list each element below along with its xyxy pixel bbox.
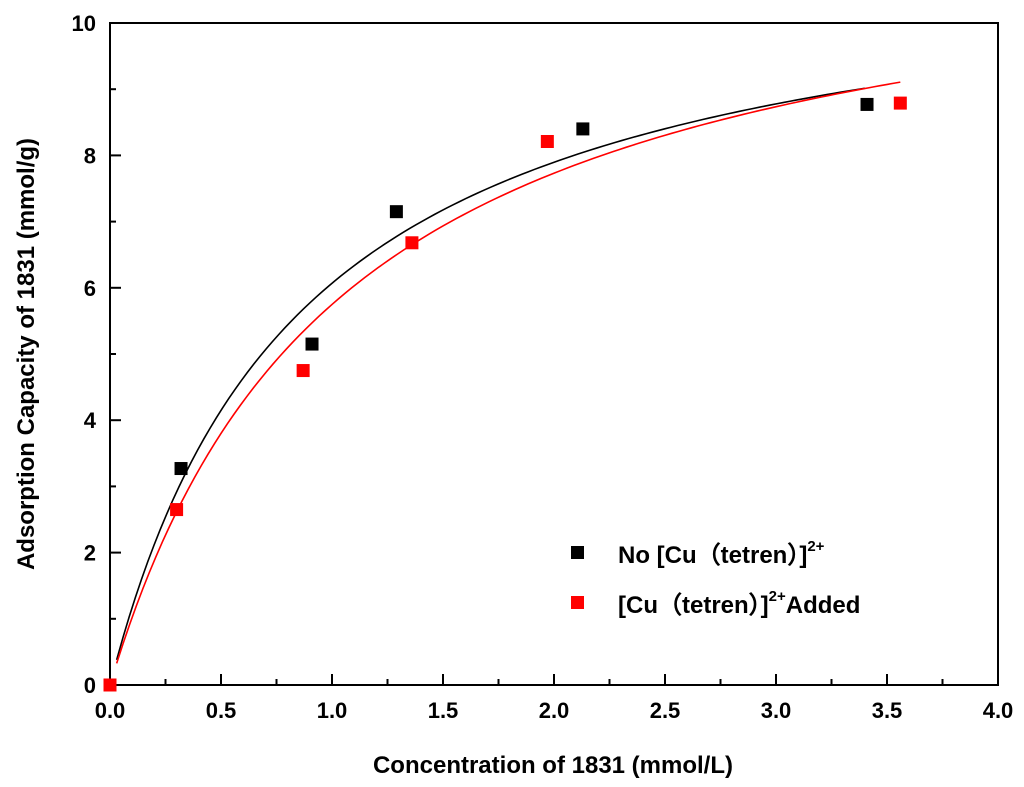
data-point-complex_added bbox=[540, 134, 554, 148]
data-points bbox=[103, 96, 907, 692]
x-tick-label: 0.5 bbox=[206, 698, 237, 723]
x-tick-label: 1.0 bbox=[317, 698, 348, 723]
x-tick-label: 1.5 bbox=[428, 698, 459, 723]
data-point-no_complex bbox=[389, 205, 403, 219]
y-tick-label: 10 bbox=[72, 11, 96, 36]
data-point-no_complex bbox=[174, 462, 188, 476]
x-tick-label: 3.5 bbox=[872, 698, 903, 723]
y-tick-label: 0 bbox=[84, 673, 96, 698]
x-tick-label: 0.0 bbox=[95, 698, 126, 723]
y-tick-label: 4 bbox=[84, 408, 97, 433]
x-tick-label: 4.0 bbox=[983, 698, 1014, 723]
x-tick-label: 3.0 bbox=[761, 698, 792, 723]
x-tick-label: 2.0 bbox=[539, 698, 570, 723]
data-point-complex_added bbox=[170, 503, 184, 517]
data-point-no_complex bbox=[576, 122, 590, 136]
x-axis-title: Concentration of 1831 (mmol/L) bbox=[373, 752, 733, 779]
fit-curve-complex_added bbox=[115, 81, 901, 664]
legend-label-no-complex: No [Cu（tetren）]2+ bbox=[618, 538, 825, 569]
fit-curve-no_complex bbox=[115, 87, 865, 661]
data-point-complex_added bbox=[296, 364, 310, 378]
x-tick-label: 2.5 bbox=[650, 698, 681, 723]
data-point-complex_added bbox=[893, 96, 907, 110]
legend-marker-no-complex bbox=[571, 546, 584, 559]
data-point-complex_added bbox=[405, 236, 419, 250]
legend: No [Cu（tetren）]2+ [Cu（tetren）]2+Added bbox=[571, 538, 860, 619]
x-axis: 0.0 0.5 1.0 1.5 2.0 2.5 3.0 3.5 4.0 bbox=[95, 674, 1014, 723]
y-tick-label: 2 bbox=[84, 541, 96, 566]
data-point-complex_added bbox=[103, 678, 117, 692]
fit-curves bbox=[115, 81, 901, 664]
y-tick-label: 6 bbox=[84, 276, 96, 301]
data-point-no_complex bbox=[860, 97, 874, 111]
y-tick-label: 8 bbox=[84, 143, 96, 168]
legend-marker-complex-added bbox=[571, 596, 584, 609]
legend-label-complex-added: [Cu（tetren）]2+Added bbox=[618, 588, 860, 619]
plot-frame bbox=[109, 22, 999, 686]
y-axis-title: Adsorption Capacity of 1831 (mmol/g) bbox=[13, 138, 40, 570]
y-axis: 0 2 4 6 8 10 bbox=[72, 11, 121, 698]
data-point-no_complex bbox=[305, 337, 319, 351]
